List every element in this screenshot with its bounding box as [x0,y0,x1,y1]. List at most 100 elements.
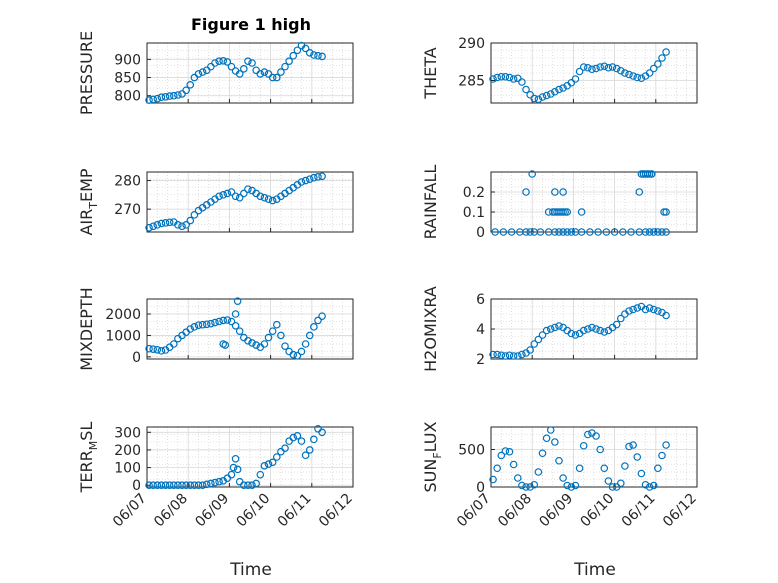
data-point [629,72,637,80]
data-point [625,442,633,451]
data-point [526,90,534,99]
data-point [563,481,572,490]
data-point [145,96,153,104]
data-point [314,51,322,60]
data-point [526,346,534,354]
data-point [522,228,530,236]
data-point [509,352,518,360]
data-point [215,192,223,201]
data-point [608,483,617,491]
data-point [293,432,302,440]
data-point [489,75,497,83]
data-point [281,62,289,71]
data-point [635,188,644,196]
data-point [501,352,510,360]
data-point [178,481,186,490]
data-point [616,314,625,323]
data-point [310,173,318,182]
data-point [571,75,580,83]
data-point [596,63,604,71]
data-point [662,228,670,236]
data-point [567,228,576,236]
y-axis-label: PRESSURE [77,31,96,115]
data-point [493,350,501,359]
data-point [501,447,510,455]
data-point [629,305,637,314]
data-point [616,66,625,75]
data-point [497,451,506,460]
data-point [555,456,563,465]
data-point [277,331,285,340]
data-point [145,344,153,353]
y-tick-label: 500 [458,443,485,459]
data-point [507,228,516,236]
data-point [244,57,252,65]
data-point [305,331,314,340]
data-point [542,326,551,335]
data-point [588,323,596,332]
figure-title: Figure 1 high [191,15,311,34]
data-point [227,317,236,326]
y-axis-label: AIRTEMP [77,168,100,235]
data-point [165,218,174,227]
data-point [169,340,178,348]
data-point [301,44,310,53]
y-tick-label: 1000 [105,328,141,344]
data-point [530,340,539,348]
y-axis-label-main: SUN [421,459,440,493]
data-point [608,63,617,71]
axes-box [490,171,698,233]
axes-box [146,298,354,360]
data-point [318,52,326,61]
y-axis-label-main: RAINFALL [421,165,440,240]
data-point [588,65,596,74]
data-point [579,63,588,71]
data-point [305,49,314,57]
data-point [534,95,543,104]
data-point [240,65,248,73]
axes-box [146,42,354,104]
data-point [207,479,215,488]
data-point [297,437,306,445]
data-point [231,454,240,463]
chart-panel-2: 285 290 THETA [421,36,698,104]
data-point [654,464,662,473]
data-point [579,441,588,450]
data-point [260,193,269,202]
data-point [592,325,600,333]
data-point [219,316,228,325]
data-point [584,63,592,72]
data-point [268,327,277,335]
y-tick-label: 200 [114,443,141,459]
data-point [645,483,654,491]
data-point [592,64,600,73]
data-point [149,95,157,104]
data-point [604,477,613,485]
data-point [497,351,506,360]
data-point [305,175,314,183]
data-point [493,73,501,82]
data-point [662,311,670,320]
data-point [260,68,269,76]
data-point [248,481,256,490]
data-point [285,57,293,65]
data-point [198,320,207,329]
data-point [571,331,580,339]
data-point [526,228,534,236]
data-point [256,70,265,78]
data-point [530,94,539,103]
data-point [505,351,514,360]
data-point [604,63,613,72]
y-tick-label: 300 [114,425,141,441]
data-point [538,449,547,458]
data-point [227,470,236,479]
data-point [633,453,642,461]
data-point [647,170,656,178]
data-point [289,51,298,60]
data-point [505,447,514,456]
y-tick-label: 900 [114,52,141,68]
data-point [215,477,223,486]
data-point [272,453,281,461]
data-point [551,438,559,446]
data-point [165,481,174,490]
